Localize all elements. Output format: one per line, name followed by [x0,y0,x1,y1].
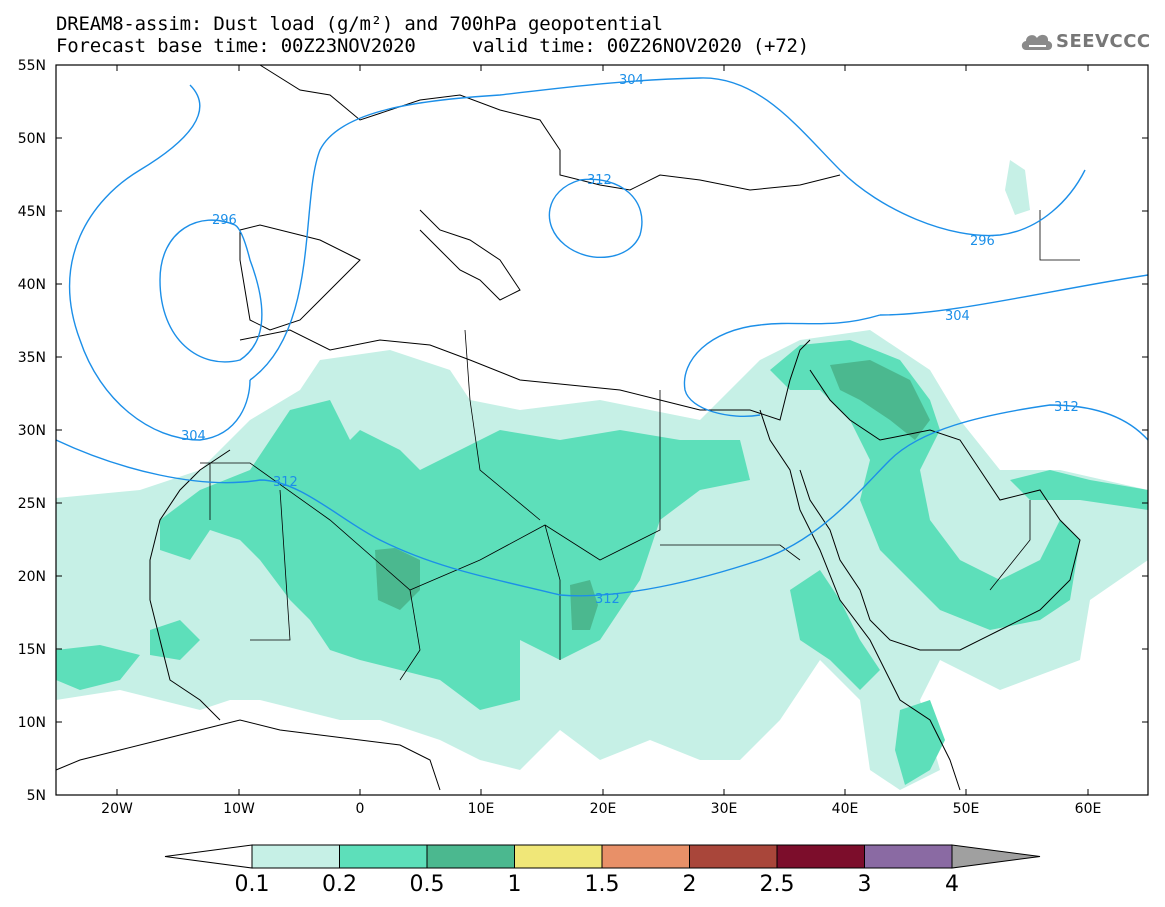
lon-label: 60E [1075,801,1102,817]
lon-label: 20E [590,801,617,817]
lat-label: 15N [18,642,46,658]
colorbar-swatch [339,844,428,869]
lat-label: 5N [27,788,46,804]
contour-labels: 304 312 296 304 312 296 304 312 312 [181,73,1079,607]
lat-label: 55N [18,58,46,74]
colorbar-label: 1.5 [584,872,620,897]
colorbar-swatch [776,844,865,869]
colorbar-label: 0.1 [234,872,270,897]
lat-label: 35N [18,350,46,366]
lat-label: 40N [18,277,46,293]
contour-label: 304 [619,73,644,88]
colorbar-label: 4 [945,872,959,897]
lat-label: 20N [18,569,46,585]
colorbar-swatch [251,844,340,869]
map-title: DREAM8-assim: Dust load (g/m²) and 700hP… [56,13,663,35]
lon-label: 50E [953,801,980,817]
colorbar-swatch [514,844,603,869]
seevccc-logo: SEEVCCC [1020,30,1160,54]
colorbar-swatch [689,844,778,869]
contour-label: 304 [181,429,206,444]
colorbar-label: 0.5 [409,872,445,897]
lon-label: 20W [101,801,133,817]
colorbar-label: 0.2 [322,872,357,897]
colorbar-swatch [864,844,953,869]
colorbar-under-arrow [164,844,253,869]
logo-text: SEEVCCC [1056,31,1151,52]
longitude-labels: 20W 10W 0 10E 20E 30E 40E 50E 60E [101,801,1101,817]
contour-label: 296 [970,234,995,249]
colorbar-swatch [601,844,690,869]
colorbar-label: 2.5 [759,872,795,897]
contour-label: 312 [1054,400,1079,415]
colorbar-swatch [426,844,515,869]
cloud-icon [1021,34,1053,50]
lon-label: 30E [711,801,738,817]
colorbar [164,844,1041,869]
lat-label: 25N [18,496,46,512]
lon-label: 40E [832,801,859,817]
lat-label: 50N [18,131,46,147]
lon-label: 0 [356,801,365,817]
colorbar-over-arrow [951,844,1041,869]
colorbar-label: 1 [507,872,522,897]
contour-label: 312 [587,173,612,188]
lat-label: 10N [18,715,46,731]
contour-label: 304 [945,309,970,324]
lon-label: 10W [223,801,255,817]
colorbar-label: 2 [682,872,697,897]
contour-label: 312 [595,592,620,607]
colorbar-label: 3 [857,872,872,897]
lat-label: 30N [18,423,46,439]
dust-0.2-region [56,340,1148,785]
contour-label: 296 [212,213,237,228]
forecast-time-line: Forecast base time: 00Z23NOV2020 valid t… [56,35,810,57]
lon-label: 10E [468,801,495,817]
geopotential-contours [55,77,1149,597]
contour-label: 312 [273,475,298,490]
lat-label: 45N [18,204,46,220]
axis-ticks [56,65,1148,795]
dust-0.5-region [375,360,930,630]
latitude-labels: 55N 50N 45N 40N 35N 30N 25N 20N 15N 10N … [18,58,46,804]
